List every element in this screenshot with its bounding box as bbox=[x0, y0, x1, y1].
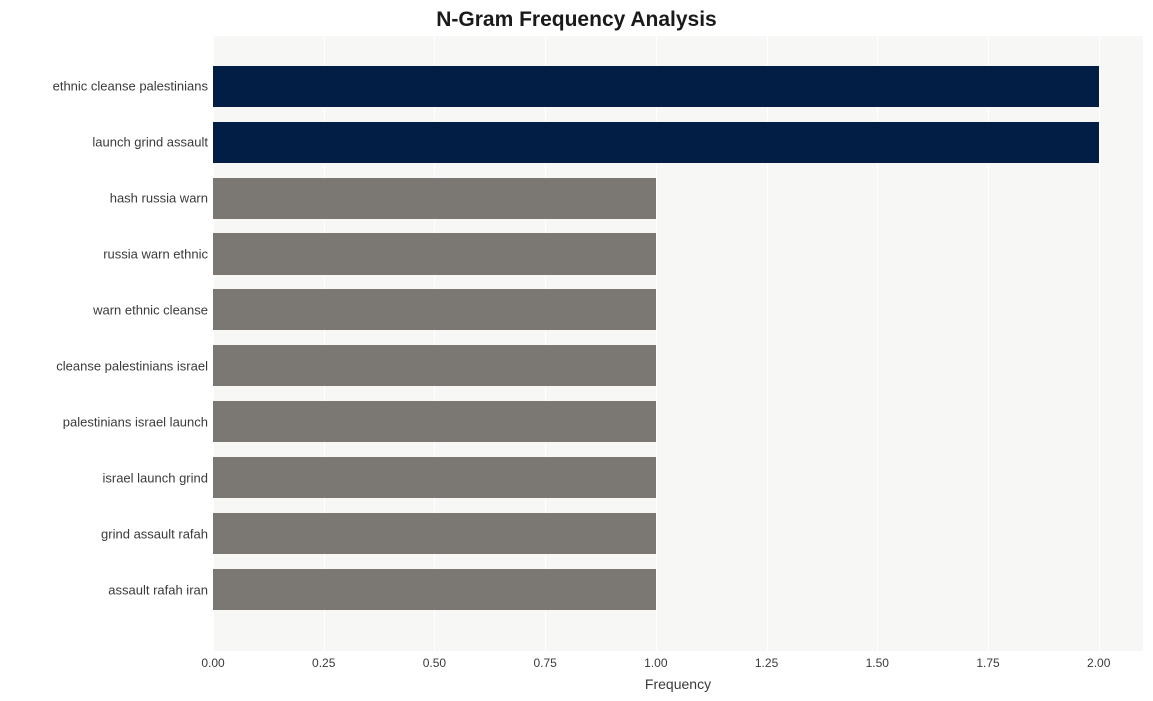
x-tick-label: 0.75 bbox=[533, 656, 556, 670]
y-tick-label: palestinians israel launch bbox=[63, 414, 208, 429]
y-tick-label: grind assault rafah bbox=[101, 526, 208, 541]
x-tick-label: 0.25 bbox=[312, 656, 335, 670]
x-tick-label: 1.75 bbox=[976, 656, 999, 670]
y-tick-label: warn ethnic cleanse bbox=[93, 302, 208, 317]
bar bbox=[213, 178, 656, 219]
grid-line bbox=[1099, 36, 1100, 651]
x-tick-label: 0.00 bbox=[201, 656, 224, 670]
chart-title: N-Gram Frequency Analysis bbox=[0, 8, 1153, 32]
y-tick-label: cleanse palestinians israel bbox=[56, 358, 208, 373]
plot-area bbox=[213, 36, 1143, 651]
bar bbox=[213, 66, 1099, 107]
x-tick-label: 1.25 bbox=[755, 656, 778, 670]
x-axis-label: Frequency bbox=[213, 676, 1143, 692]
bar bbox=[213, 457, 656, 498]
x-tick-label: 2.00 bbox=[1087, 656, 1110, 670]
x-tick-label: 1.50 bbox=[866, 656, 889, 670]
y-tick-label: israel launch grind bbox=[102, 470, 208, 485]
bar bbox=[213, 513, 656, 554]
bar bbox=[213, 401, 656, 442]
bar bbox=[213, 345, 656, 386]
ngram-frequency-chart: N-Gram Frequency Analysis ethnic cleanse… bbox=[0, 0, 1153, 701]
y-tick-label: launch grind assault bbox=[92, 135, 208, 150]
y-tick-label: russia warn ethnic bbox=[103, 247, 208, 262]
x-tick-label: 0.50 bbox=[423, 656, 446, 670]
x-tick-label: 1.00 bbox=[644, 656, 667, 670]
y-tick-label: assault rafah iran bbox=[108, 582, 208, 597]
bar bbox=[213, 289, 656, 330]
bar bbox=[213, 569, 656, 610]
y-tick-label: ethnic cleanse palestinians bbox=[53, 79, 208, 94]
bar bbox=[213, 122, 1099, 163]
y-tick-label: hash russia warn bbox=[110, 191, 208, 206]
bar bbox=[213, 233, 656, 274]
